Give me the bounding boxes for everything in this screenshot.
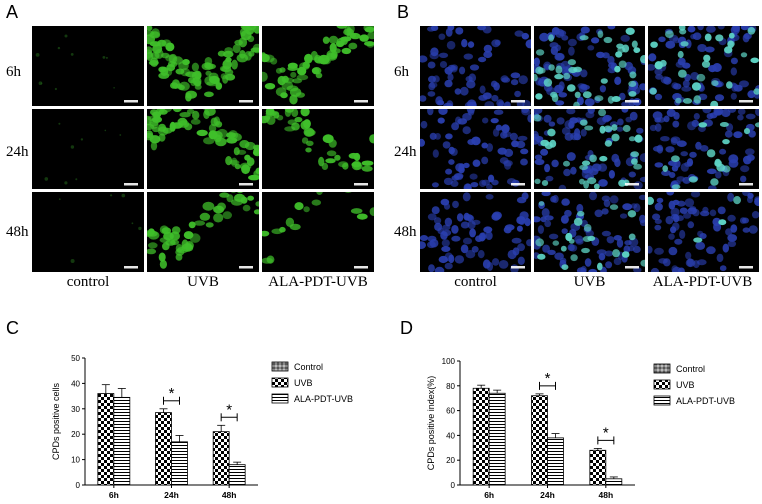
panel-b-image-uvb-6h	[534, 26, 645, 106]
y-tick-label: 40	[71, 379, 80, 388]
panel-b-col-label-control: control	[454, 274, 497, 290]
legend-label-ala-pdt-uvb: ALA-PDT-UVB	[294, 394, 353, 404]
bar-ala-pdt-uvb-48h	[605, 478, 623, 486]
panel-b-row-label-24h: 24h	[394, 144, 417, 160]
panel-letter-d: D	[400, 318, 413, 338]
bar-uvb-24h	[531, 395, 548, 486]
panel-a-image-uvb-48h	[147, 192, 259, 272]
legend-label-ala-pdt-uvb: ALA-PDT-UVB	[676, 396, 735, 406]
y-tick-label: 60	[446, 407, 455, 416]
panel-a-image-ala-pdt-uvb-24h	[262, 109, 374, 189]
x-tick-label: 48h	[599, 490, 614, 500]
bar-uvb-48h	[589, 449, 607, 486]
panel-a-image-control-6h	[32, 26, 144, 106]
y-tick-label: 20	[71, 430, 80, 439]
bar-ala-pdt-uvb-6h	[113, 396, 131, 486]
y-tick-label: 80	[446, 382, 455, 391]
x-tick-label: 24h	[164, 490, 179, 500]
bar-ala-pdt-uvb-48h	[228, 464, 246, 486]
panel-a-row-label-48h: 48h	[6, 224, 29, 240]
panel-a-row-label-6h: 6h	[6, 64, 21, 80]
significance-star: *	[545, 370, 551, 387]
panel-a-image-uvb-24h	[147, 109, 259, 189]
y-tick-label: 0	[76, 481, 81, 490]
bar-uvb-24h	[155, 412, 172, 486]
x-tick-label: 48h	[222, 490, 237, 500]
y-tick-label: 20	[446, 456, 455, 465]
x-tick-label: 6h	[109, 490, 119, 500]
legend-label-uvb: UVB	[676, 380, 695, 390]
panel-letter-c: C	[6, 318, 19, 338]
cpds-positive-index-chart: CPDs positive index(%) 0 20 40 60 80 100 6h 24h *…	[426, 357, 735, 500]
panel-a-image-control-48h	[32, 192, 144, 272]
panel-b-row-label-48h: 48h	[394, 224, 417, 240]
legend-swatch-ala-pdt-uvb	[653, 395, 671, 406]
panel-a-image-uvb-6h	[147, 26, 259, 106]
bar-ala-pdt-uvb-24h	[547, 437, 564, 486]
bar-ala-pdt-uvb-6h	[488, 392, 506, 486]
legend-swatch-ala-pdt-uvb	[271, 393, 289, 404]
y-tick-label: 40	[446, 431, 455, 440]
significance-star: *	[603, 424, 609, 441]
legend-swatch-control	[271, 361, 289, 372]
y-tick-label: 0	[451, 481, 456, 490]
panel-a-image-control-24h	[32, 109, 144, 189]
x-tick-label: 24h	[540, 490, 555, 500]
panel-a-row-label-24h: 24h	[6, 144, 29, 160]
panel-b-image-ala-pdt-uvb-6h	[648, 26, 759, 106]
legend-label-uvb: UVB	[294, 378, 313, 388]
panel-b-col-label-ala-pdt-uvb: ALA-PDT-UVB	[652, 274, 753, 290]
y-tick-label: 10	[71, 456, 80, 465]
panel-b-image-ala-pdt-uvb-24h	[648, 109, 759, 189]
y-tick-label: 30	[71, 405, 80, 414]
legend-label-control: Control	[294, 362, 323, 372]
bar-uvb-48h	[212, 431, 230, 486]
significance-star: *	[226, 401, 232, 418]
y-axis-label: CPDs positive index(%)	[426, 376, 436, 471]
panel-letter-a: A	[6, 2, 19, 22]
panel-a-col-label-control: control	[66, 274, 110, 290]
panel-b-col-label-uvb: UVB	[573, 274, 606, 290]
panel-letter-b: B	[397, 2, 410, 22]
legend-swatch-control	[653, 363, 671, 374]
significance-star: *	[169, 385, 175, 402]
y-tick-label: 50	[71, 354, 80, 363]
bar-uvb-6h	[472, 387, 490, 486]
bar-ala-pdt-uvb-24h	[171, 441, 188, 486]
y-axis-label: CPDs positive cells	[51, 382, 61, 460]
panel-b-image-control-48h	[420, 192, 531, 272]
cpds-positive-cells-chart: CPDs positive cells 0 10 20 30 40 50 6h 24h * 48h *…	[51, 354, 353, 500]
panel-b-row-label-6h: 6h	[394, 64, 409, 80]
bar-uvb-6h	[97, 393, 115, 486]
legend-label-control: Control	[676, 364, 705, 374]
panel-a-col-label-ala-pdt-uvb: ALA-PDT-UVB	[268, 274, 368, 290]
panel-b-image-control-24h	[420, 109, 531, 189]
panel-b-image-ala-pdt-uvb-48h	[648, 192, 759, 272]
panel-a-image-ala-pdt-uvb-6h	[262, 26, 374, 106]
y-tick-label: 100	[442, 357, 456, 366]
panel-b-image-uvb-24h	[534, 109, 645, 189]
panel-b-image-control-6h	[420, 26, 531, 106]
panel-b-image-uvb-48h	[534, 192, 645, 272]
x-tick-label: 6h	[484, 490, 494, 500]
legend-swatch-uvb	[653, 379, 671, 390]
panel-a-col-label-uvb: UVB	[187, 274, 219, 290]
panel-a-image-ala-pdt-uvb-48h	[262, 192, 374, 272]
legend-swatch-uvb	[271, 377, 289, 388]
